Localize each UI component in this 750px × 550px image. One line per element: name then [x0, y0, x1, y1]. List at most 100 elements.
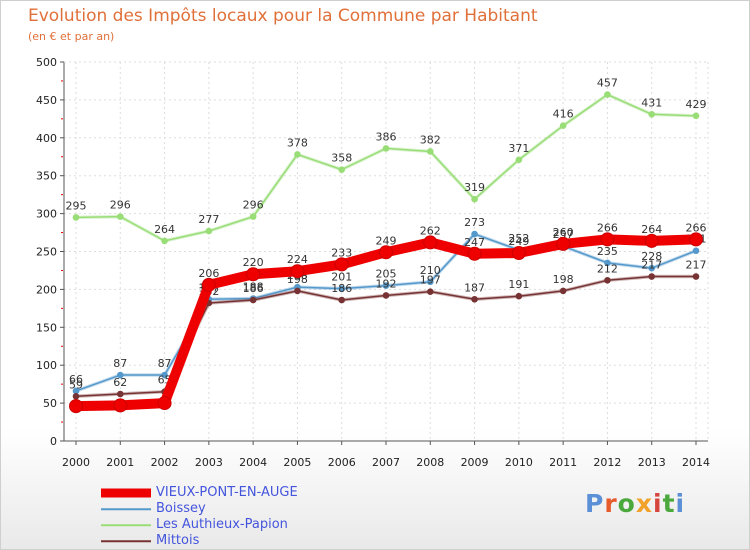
data-point-vieux-pont-en-auge: [644, 233, 659, 248]
logo-letter: P: [585, 489, 605, 518]
data-label-boissey: 235: [597, 245, 618, 258]
data-label-vieux-pont-en-auge: 260: [553, 226, 574, 239]
data-label-les-authieux-papion: 296: [243, 199, 264, 212]
data-label-vieux-pont-en-auge: 266: [686, 221, 707, 234]
data-label-les-authieux-papion: 264: [154, 223, 175, 236]
data-point-vieux-pont-en-auge: [290, 264, 305, 279]
x-tick-label: 2005: [283, 456, 311, 469]
data-point-vieux-pont-en-auge: [201, 277, 216, 292]
data-point-mittois: [471, 295, 478, 303]
data-label-boissey: 210: [420, 264, 441, 277]
data-label-boissey: 273: [464, 216, 485, 229]
y-tick-label: 250: [36, 246, 57, 259]
data-label-mittois: 191: [508, 278, 529, 291]
data-label-boissey: 66: [69, 373, 83, 386]
data-label-mittois: 217: [641, 259, 662, 272]
data-label-les-authieux-papion: 358: [331, 152, 352, 165]
legend-label: VIEUX-PONT-EN-AUGE: [156, 485, 298, 500]
data-point-les-authieux-papion: [116, 213, 124, 220]
data-point-mittois: [559, 287, 567, 295]
x-tick-label: 2012: [593, 456, 621, 469]
data-point-mittois: [116, 390, 124, 398]
data-point-boissey: [161, 371, 168, 379]
data-point-les-authieux-papion: [471, 195, 478, 203]
y-tick-label: 450: [36, 94, 57, 107]
data-point-vieux-pont-en-auge: [600, 232, 615, 247]
data-label-mittois: 59: [69, 378, 83, 391]
data-point-les-authieux-papion: [72, 214, 80, 221]
data-point-vieux-pont-en-auge: [334, 257, 349, 272]
y-tick-label: 400: [36, 132, 57, 145]
legend-swatch: [101, 488, 151, 498]
data-label-vieux-pont-en-auge: 220: [243, 256, 264, 269]
data-point-vieux-pont-en-auge: [467, 246, 482, 261]
y-tick-label: 300: [36, 208, 57, 221]
data-label-boissey: 257: [553, 228, 574, 241]
data-point-mittois: [382, 292, 390, 299]
logo-letter: t: [662, 489, 676, 518]
data-point-vieux-pont-en-auge: [69, 399, 83, 414]
data-point-vieux-pont-en-auge: [113, 398, 128, 413]
data-point-les-authieux-papion: [294, 151, 301, 158]
data-point-mittois: [72, 392, 80, 400]
data-point-les-authieux-papion: [648, 111, 656, 118]
data-label-les-authieux-papion: 371: [508, 142, 529, 155]
x-tick-label: 2004: [239, 456, 267, 469]
data-label-les-authieux-papion: 386: [376, 130, 397, 143]
data-point-les-authieux-papion: [249, 213, 257, 220]
data-label-mittois: 186: [331, 282, 352, 295]
data-label-les-authieux-papion: 416: [553, 108, 574, 121]
data-label-vieux-pont-en-auge: 264: [641, 223, 662, 236]
data-point-mittois: [648, 273, 656, 280]
x-tick-label: 2011: [549, 456, 577, 469]
x-tick-label: 2001: [106, 456, 134, 469]
data-point-boissey: [426, 278, 434, 286]
x-tick-label: 2007: [372, 456, 400, 469]
data-label-vieux-pont-en-auge: 247: [464, 236, 485, 249]
legend-label: Les Authieux-Papion: [156, 517, 288, 532]
y-tick-label: 350: [36, 170, 57, 183]
x-tick-label: 2013: [638, 456, 666, 469]
proxiti-logo: Proxiti: [585, 489, 685, 518]
data-label-vieux-pont-en-auge: 262: [420, 224, 441, 237]
data-label-mittois: 212: [597, 262, 618, 275]
data-point-les-authieux-papion: [559, 122, 567, 129]
x-tick-label: 2014: [682, 456, 710, 469]
legend-label: Mittois: [156, 533, 200, 548]
data-point-mittois: [338, 296, 346, 304]
logo-letter: o: [617, 489, 636, 518]
data-label-mittois: 192: [376, 277, 397, 290]
data-label-mittois: 186: [243, 282, 264, 295]
data-point-boissey: [692, 247, 700, 255]
data-label-mittois: 62: [113, 376, 127, 389]
data-label-boissey: 87: [113, 357, 127, 370]
data-label-boissey: 228: [641, 250, 662, 263]
y-tick-label: 50: [43, 397, 57, 410]
chart-title: Evolution des Impôts locaux pour la Comm…: [28, 6, 538, 26]
data-label-vieux-pont-en-auge: 224: [287, 253, 308, 266]
data-point-mittois: [604, 277, 611, 284]
data-point-les-authieux-papion: [604, 91, 611, 98]
y-tick-label: 0: [50, 435, 57, 448]
data-label-les-authieux-papion: 295: [66, 199, 87, 212]
data-label-les-authieux-papion: 431: [641, 96, 662, 109]
data-label-les-authieux-papion: 457: [597, 77, 618, 90]
data-label-les-authieux-papion: 378: [287, 136, 308, 149]
data-point-vieux-pont-en-auge: [556, 236, 571, 251]
data-point-boissey: [338, 285, 346, 292]
x-tick-label: 2003: [195, 456, 223, 469]
y-tick-label: 100: [36, 359, 57, 372]
y-tick-label: 200: [36, 283, 57, 296]
data-point-les-authieux-papion: [382, 145, 390, 152]
line-chart: 0 50 100 150 200 250 300 350 400 450 500 2000 2001 20…: [36, 56, 710, 469]
data-label-boissey: 188: [243, 280, 264, 293]
data-point-vieux-pont-en-auge: [423, 235, 438, 250]
x-tick-label: 2010: [505, 456, 533, 469]
data-label-vieux-pont-en-auge: 249: [376, 234, 397, 247]
legend-swatch: [101, 524, 151, 526]
data-point-les-authieux-papion: [205, 227, 213, 235]
data-label-vieux-pont-en-auge: 206: [198, 267, 219, 280]
data-label-boissey: 87: [158, 357, 172, 370]
data-point-mittois: [294, 287, 301, 295]
